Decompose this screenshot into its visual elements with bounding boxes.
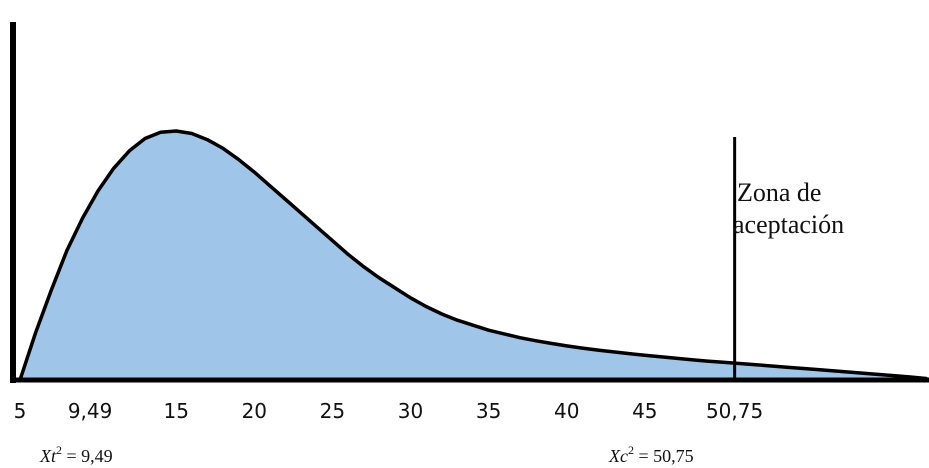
zone-annotation-line-2: aceptación bbox=[733, 210, 844, 239]
x-tick-label: 40 bbox=[554, 399, 579, 423]
x-tick-labels: 5 9,49 15 20 25 30 35 40 45 50,75 bbox=[14, 399, 764, 423]
x-tick-label: 45 bbox=[632, 399, 657, 423]
x-tick-label: 20 bbox=[242, 399, 267, 423]
formula-xc-sup: 2 bbox=[628, 443, 634, 457]
formula-xt-rest: = 9,49 bbox=[62, 446, 113, 466]
x-tick-label: 5 bbox=[14, 399, 27, 423]
x-tick-label: 9,49 bbox=[68, 399, 113, 423]
formula-xc-rest: = 50,75 bbox=[634, 446, 694, 466]
x-tick-label: 30 bbox=[398, 399, 423, 423]
formula-xt-base: Xt bbox=[39, 446, 57, 466]
x-tick-label: 35 bbox=[476, 399, 501, 423]
density-curve bbox=[18, 129, 928, 382]
formula-xc-base: Xc bbox=[608, 446, 628, 466]
formula-xc-calculated: Xc2 = 50,75 bbox=[608, 443, 694, 466]
formula-xt-critical: Xt2 = 9,49 bbox=[39, 443, 113, 466]
x-tick-label: 50,75 bbox=[706, 399, 763, 423]
x-tick-label: 25 bbox=[320, 399, 345, 423]
x-tick-label: 15 bbox=[163, 399, 188, 423]
zone-annotation-line-1: Zona de bbox=[737, 178, 821, 207]
formula-xt-sup: 2 bbox=[56, 443, 62, 457]
curve-fill-area bbox=[20, 131, 926, 380]
